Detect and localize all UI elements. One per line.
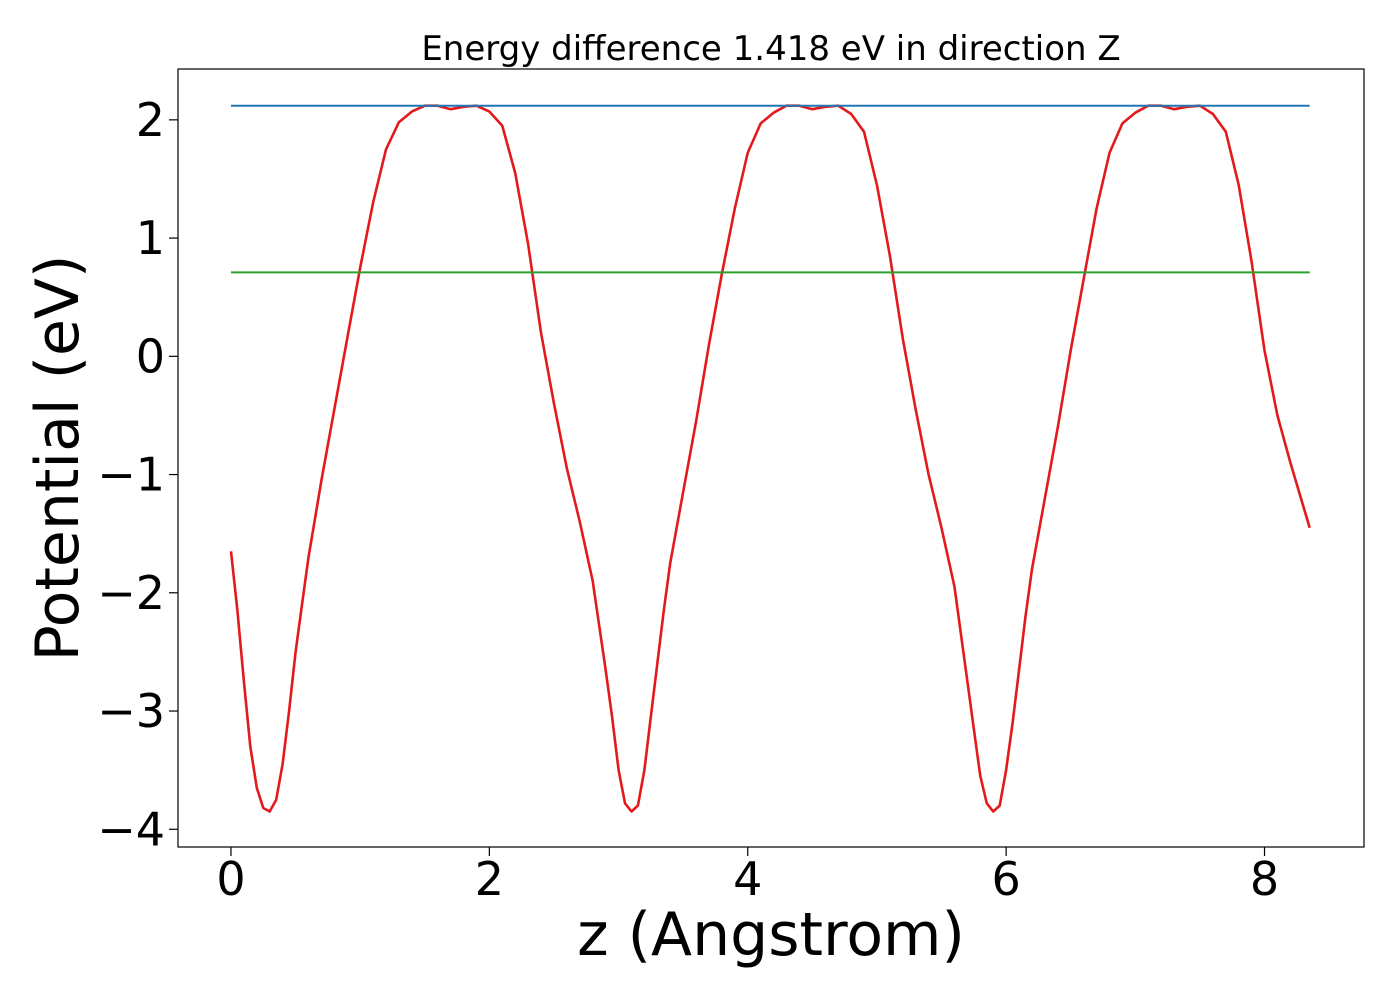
- y-tick-label: 1: [136, 211, 165, 265]
- y-tick-label: −1: [97, 448, 165, 502]
- y-tick-label: 0: [136, 329, 165, 383]
- y-tick-label: −4: [97, 802, 165, 856]
- y-tick-label: −2: [97, 566, 165, 620]
- x-tick-label: 4: [733, 852, 762, 906]
- x-axis-ticks: 0 2 4 6 8: [216, 847, 1279, 906]
- x-axis-label: z (Angstrom): [577, 900, 965, 970]
- x-tick-label: 0: [216, 852, 245, 906]
- y-axis-ticks: −4 −3 −2 −1 0 1 2: [97, 93, 178, 856]
- y-tick-label: 2: [136, 93, 165, 147]
- plot-frame: [177, 68, 1365, 848]
- x-tick-label: 6: [991, 852, 1020, 906]
- y-tick-label: −3: [97, 684, 165, 738]
- plot-lines: [229, 104, 1311, 813]
- x-tick-label: 2: [475, 852, 504, 906]
- y-axis-label: Potential (eV): [23, 255, 93, 662]
- series-line-0: [229, 104, 1311, 813]
- x-tick-label: 8: [1250, 852, 1279, 906]
- chart-title: Energy difference 1.418 eV in direction …: [421, 29, 1120, 69]
